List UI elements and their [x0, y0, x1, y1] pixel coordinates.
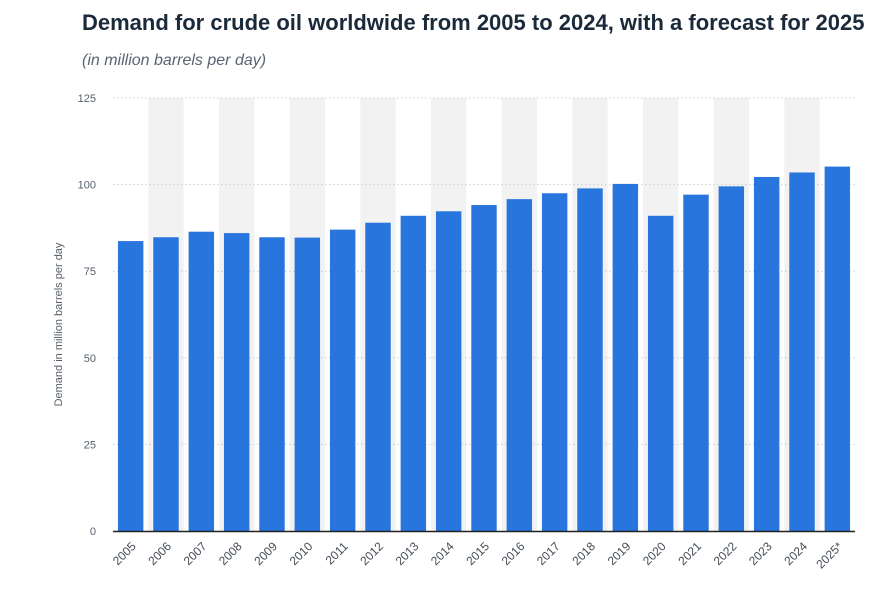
bar-2012[interactable]: [365, 222, 391, 532]
x-tick-label: 2017: [534, 539, 563, 568]
x-tick-label: 2011: [323, 539, 351, 567]
bar-2014[interactable]: [435, 211, 462, 531]
bar-2018[interactable]: [577, 188, 603, 531]
bar-2007[interactable]: [188, 231, 215, 532]
x-tick-label: 2015: [463, 539, 492, 568]
x-tick-label: 2021: [675, 539, 704, 568]
x-tick-label: 2012: [357, 539, 386, 568]
x-tick-label: 2007: [181, 539, 210, 568]
y-tick-label: 75: [84, 266, 96, 278]
bar-2021[interactable]: [683, 194, 709, 531]
bar-2017[interactable]: [541, 193, 568, 531]
x-tick-label: 2008: [216, 539, 245, 568]
bar-2020[interactable]: [647, 215, 674, 531]
x-axis-ticks: 2005 2006 2007 2008 2009 2010 2011 2012 2013 2014…: [110, 539, 846, 571]
bar-2024[interactable]: [789, 172, 815, 531]
x-tick-label: 2005: [110, 539, 139, 568]
bar-2016[interactable]: [506, 199, 533, 531]
bar-2008[interactable]: [223, 233, 250, 531]
y-axis-label: Demand in million barrels per day: [53, 242, 65, 406]
x-tick-label: 2006: [145, 539, 174, 568]
bar-2023[interactable]: [753, 176, 780, 532]
x-tick-label: 2024: [781, 539, 810, 568]
x-tick-label: 2009: [251, 539, 280, 568]
bars: [117, 166, 851, 532]
x-tick-label: 2019: [605, 539, 634, 568]
y-tick-label: 100: [78, 180, 96, 192]
bar-2013[interactable]: [400, 215, 427, 531]
y-tick-label: 50: [84, 353, 96, 365]
x-tick-label: 2013: [393, 539, 422, 568]
chart-subtitle: (in million barrels per day): [82, 52, 267, 69]
x-tick-label: 2014: [428, 539, 457, 568]
x-tick-label: 2018: [569, 539, 598, 568]
x-tick-label: 2020: [640, 539, 669, 568]
bar-2015[interactable]: [471, 205, 497, 531]
bar-2011[interactable]: [329, 229, 356, 531]
bar-2022[interactable]: [718, 186, 745, 531]
bar-2019[interactable]: [612, 183, 639, 531]
y-tick-label: 0: [90, 526, 96, 538]
x-tick-label: 2010: [287, 539, 316, 568]
bar-2006[interactable]: [153, 237, 179, 531]
bar-2025-forecast[interactable]: [824, 166, 851, 531]
x-tick-label: 2023: [746, 539, 775, 568]
bar-2010[interactable]: [294, 237, 321, 532]
x-tick-label: 2025*: [813, 539, 845, 571]
x-tick-label: 2022: [711, 539, 740, 568]
bar-2005[interactable]: [117, 241, 144, 531]
chart-title: Demand for crude oil worldwide from 2005…: [82, 10, 865, 35]
bar-2009[interactable]: [259, 237, 285, 531]
y-axis-ticks: 0 25 50 75 100 125: [78, 93, 96, 538]
x-tick-label: 2016: [499, 539, 528, 568]
y-tick-label: 25: [84, 439, 96, 451]
y-tick-label: 125: [78, 93, 96, 105]
